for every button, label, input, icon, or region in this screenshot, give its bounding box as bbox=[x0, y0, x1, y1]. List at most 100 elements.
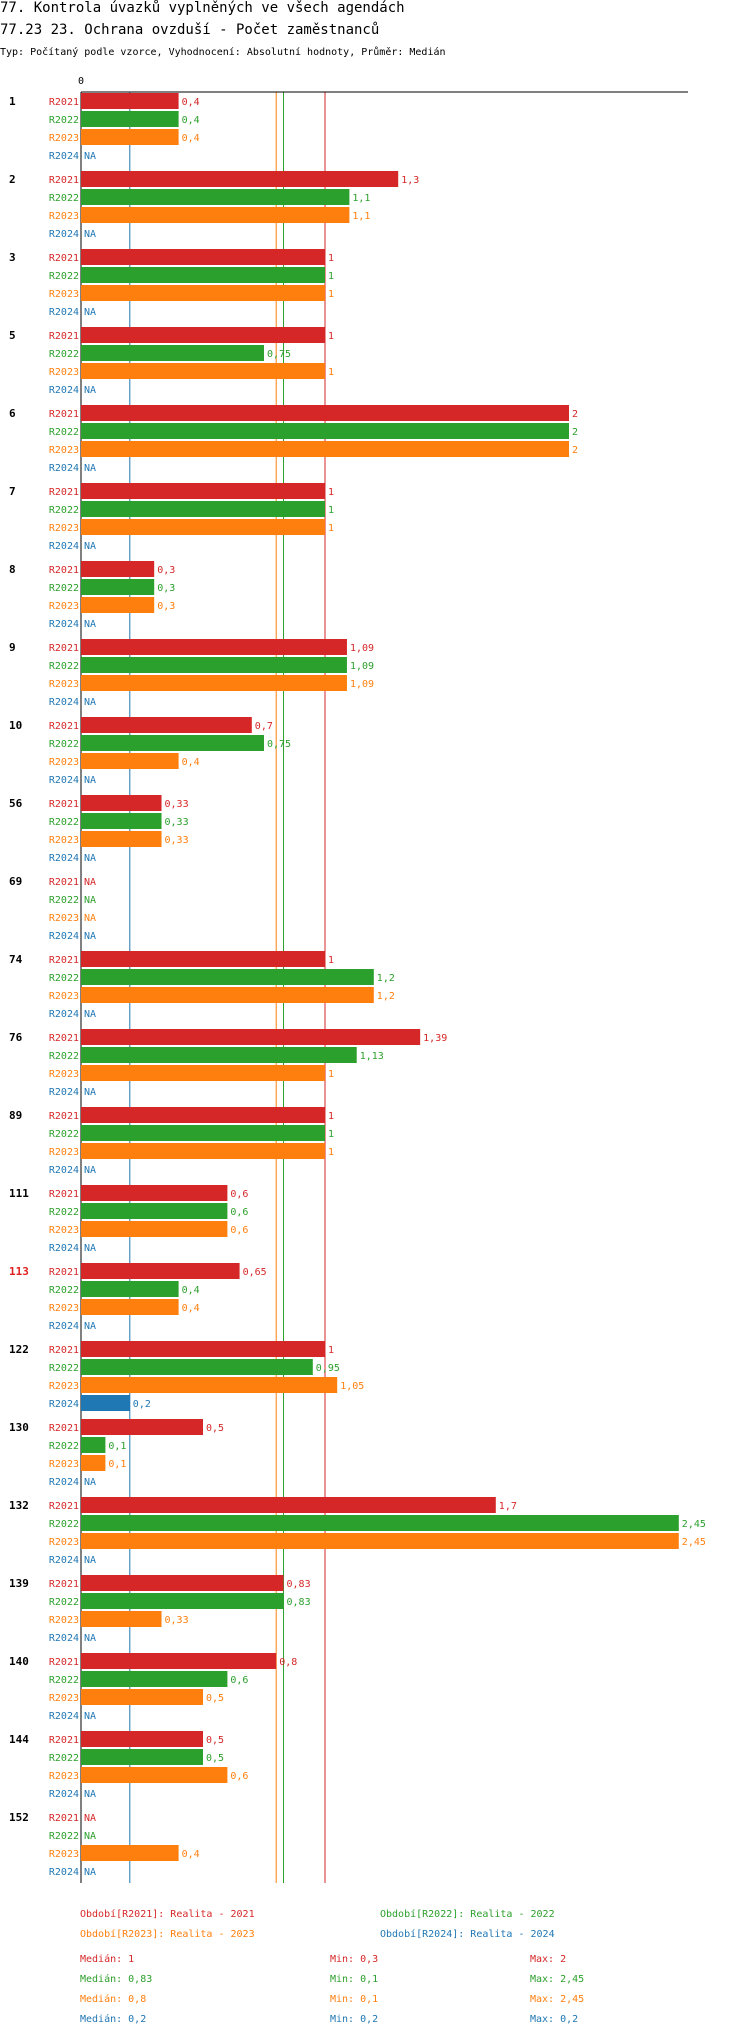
value-label: 0,83 bbox=[287, 1597, 311, 1608]
series-label: R2021 bbox=[49, 331, 79, 342]
bar-r2023 bbox=[81, 207, 350, 223]
bar-r2023 bbox=[81, 1689, 203, 1705]
series-label: R2024 bbox=[49, 1243, 79, 1254]
series-label: R2023 bbox=[49, 835, 79, 846]
value-label: 0,4 bbox=[182, 97, 200, 108]
value-label: 0,65 bbox=[243, 1267, 267, 1278]
series-label: R2022 bbox=[49, 505, 79, 516]
value-label: 1 bbox=[328, 487, 334, 498]
bar-r2023 bbox=[81, 675, 347, 691]
series-label: R2022 bbox=[49, 661, 79, 672]
group-label: 9 bbox=[9, 641, 16, 654]
value-label: NA bbox=[84, 1789, 96, 1800]
series-label: R2023 bbox=[49, 1069, 79, 1080]
series-label: R2024 bbox=[49, 1555, 79, 1566]
bar-r2022 bbox=[81, 969, 374, 985]
value-label: 1 bbox=[328, 331, 334, 342]
value-label: 0,1 bbox=[108, 1459, 126, 1470]
series-label: R2021 bbox=[49, 1501, 79, 1512]
value-label: 2 bbox=[572, 427, 578, 438]
bar-r2023 bbox=[81, 597, 155, 613]
plot-area: 0 1 R2021 0,4 R2022 0,4 R2023 0,4 R2024 NA 2 R2021 1… bbox=[9, 76, 706, 1883]
value-label: 0,5 bbox=[206, 1753, 224, 1764]
stat-min-r2021: Min: 0,3 bbox=[330, 1954, 378, 1965]
bar-r2022 bbox=[81, 189, 350, 205]
series-label: R2024 bbox=[49, 151, 79, 162]
value-label: 1,09 bbox=[350, 643, 374, 654]
value-label: NA bbox=[84, 1633, 96, 1644]
bar-r2021 bbox=[81, 1185, 228, 1201]
value-label: 2,45 bbox=[682, 1537, 706, 1548]
bar-r2021 bbox=[81, 327, 325, 343]
bar-r2023 bbox=[81, 1845, 179, 1861]
bar-r2023 bbox=[81, 1221, 228, 1237]
series-label: R2021 bbox=[49, 1423, 79, 1434]
bar-r2021 bbox=[81, 951, 325, 967]
series-label: R2023 bbox=[49, 1147, 79, 1158]
bar-r2021 bbox=[81, 171, 399, 187]
bar-r2023 bbox=[81, 831, 162, 847]
bar-r2021 bbox=[81, 1653, 277, 1669]
value-label: NA bbox=[84, 1831, 96, 1842]
bar-r2021 bbox=[81, 1731, 203, 1747]
bar-r2023 bbox=[81, 753, 179, 769]
stat-max-r2023: Max: 2,45 bbox=[530, 1994, 584, 2005]
value-label: 0,75 bbox=[267, 349, 291, 360]
series-label: R2023 bbox=[49, 445, 79, 456]
value-label: 0,7 bbox=[255, 721, 273, 732]
series-label: R2024 bbox=[49, 853, 79, 864]
series-label: R2023 bbox=[49, 1615, 79, 1626]
series-label: R2021 bbox=[49, 1033, 79, 1044]
group-label: 5 bbox=[9, 329, 16, 342]
group-label: 76 bbox=[9, 1031, 23, 1044]
series-label: R2022 bbox=[49, 583, 79, 594]
series-label: R2023 bbox=[49, 211, 79, 222]
series-label: R2023 bbox=[49, 1225, 79, 1236]
bar-r2021 bbox=[81, 93, 179, 109]
value-label: NA bbox=[84, 895, 96, 906]
value-label: NA bbox=[84, 853, 96, 864]
group-label: 7 bbox=[9, 485, 16, 498]
value-label: 0,6 bbox=[230, 1771, 248, 1782]
series-label: R2024 bbox=[49, 1009, 79, 1020]
bar-r2022 bbox=[81, 1359, 313, 1375]
series-label: R2021 bbox=[49, 253, 79, 264]
value-label: 1 bbox=[328, 367, 334, 378]
bar-r2023 bbox=[81, 1065, 325, 1081]
legend-item-r2024: Období[R2024]: Realita - 2024 bbox=[380, 1928, 555, 1940]
series-label: R2021 bbox=[49, 565, 79, 576]
series-label: R2024 bbox=[49, 697, 79, 708]
value-label: 0,5 bbox=[206, 1693, 224, 1704]
value-label: 1 bbox=[328, 1147, 334, 1158]
stat-median-r2024: Medián: 0,2 bbox=[80, 2013, 146, 2025]
bar-r2022 bbox=[81, 1047, 357, 1063]
value-label: 1,1 bbox=[352, 193, 370, 204]
series-label: R2022 bbox=[49, 1831, 79, 1842]
bar-r2023 bbox=[81, 441, 569, 457]
bar-r2023 bbox=[81, 1143, 325, 1159]
value-label: 0,3 bbox=[157, 565, 175, 576]
bar-r2021 bbox=[81, 1263, 240, 1279]
series-label: R2023 bbox=[49, 1381, 79, 1392]
value-label: 0,75 bbox=[267, 739, 291, 750]
series-label: R2023 bbox=[49, 133, 79, 144]
series-label: R2022 bbox=[49, 817, 79, 828]
bar-r2022 bbox=[81, 111, 179, 127]
value-label: 1 bbox=[328, 1111, 334, 1122]
value-label: NA bbox=[84, 877, 96, 888]
series-label: R2022 bbox=[49, 1363, 79, 1374]
value-label: 1 bbox=[328, 1345, 334, 1356]
bar-r2022 bbox=[81, 1203, 228, 1219]
value-label: 0,4 bbox=[182, 757, 200, 768]
bar-r2022 bbox=[81, 657, 347, 673]
value-label: 0,83 bbox=[287, 1579, 311, 1590]
bar-r2021 bbox=[81, 795, 162, 811]
series-label: R2023 bbox=[49, 1537, 79, 1548]
series-label: R2024 bbox=[49, 307, 79, 318]
series-label: R2022 bbox=[49, 1519, 79, 1530]
series-label: R2022 bbox=[49, 1675, 79, 1686]
value-label: NA bbox=[84, 931, 96, 942]
value-label: NA bbox=[84, 913, 96, 924]
series-label: R2022 bbox=[49, 115, 79, 126]
value-label: 1,09 bbox=[350, 661, 374, 672]
